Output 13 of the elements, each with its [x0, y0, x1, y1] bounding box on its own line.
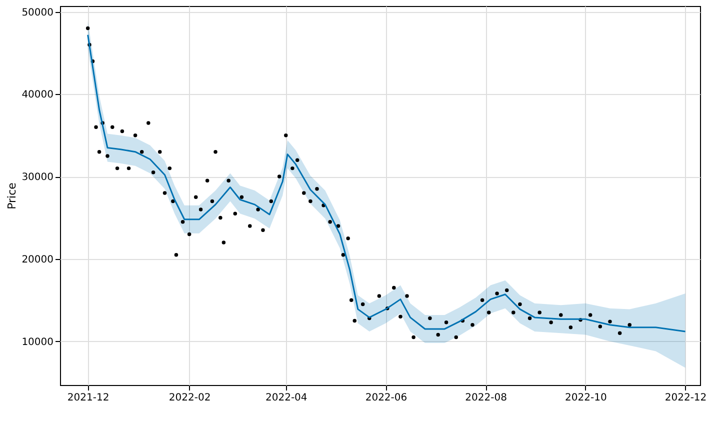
y-tick-label: 20000 — [22, 254, 54, 266]
x-tick-label: 2022-10 — [565, 392, 607, 404]
x-tick-label: 2022-08 — [465, 392, 507, 404]
x-tick-label: 2022-06 — [365, 392, 408, 404]
y-tick-label: 40000 — [22, 90, 54, 101]
x-tick-label: 2022-04 — [265, 392, 308, 404]
y-tick-label: 50000 — [22, 7, 54, 18]
x-tick-label: 2021-12 — [67, 392, 110, 404]
x-tick-label: 2022-12 — [664, 392, 707, 404]
y-axis-title: Price — [6, 182, 19, 210]
x-tick-label: 2022-02 — [168, 392, 211, 404]
y-tick-label: 10000 — [22, 336, 54, 348]
y-tick-label: 30000 — [22, 172, 54, 184]
